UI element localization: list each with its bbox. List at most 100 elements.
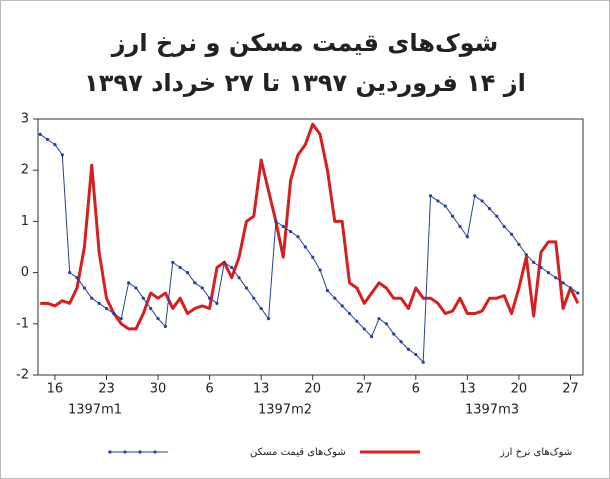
y-tick-label: 2: [21, 163, 29, 178]
point-marker: [178, 265, 182, 270]
point-marker: [561, 281, 565, 285]
y-tick-label: -2: [16, 368, 29, 383]
point-marker: [281, 224, 285, 229]
point-marker: [193, 281, 197, 285]
point-marker: [451, 214, 455, 218]
point-marker: [325, 288, 330, 293]
point-marker: [163, 324, 168, 328]
point-marker: [185, 271, 190, 275]
month-label: 1397m2: [258, 403, 312, 418]
series-line: [40, 122, 580, 331]
point-marker: [347, 311, 352, 316]
point-marker: [473, 194, 477, 198]
point-marker: [53, 143, 57, 147]
point-marker: [266, 317, 271, 321]
month-label: 1397m3: [465, 403, 519, 418]
chart-title: شوک‌های قیمت مسکن و نرخ ارز: [111, 29, 499, 57]
point-marker: [215, 301, 219, 305]
x-tick-label: 13: [253, 382, 270, 397]
point-marker: [171, 260, 175, 264]
plot-area: [37, 118, 584, 376]
point-marker: [421, 360, 425, 364]
point-marker: [126, 281, 131, 285]
point-marker: [60, 153, 64, 157]
point-marker: [554, 276, 558, 280]
point-marker: [480, 199, 484, 203]
point-marker: [252, 296, 256, 300]
point-marker: [208, 296, 212, 300]
x-tick-label: 16: [47, 382, 64, 397]
point-marker: [38, 132, 42, 136]
x-tick-label: 30: [150, 382, 167, 397]
legend-marker: [138, 450, 142, 454]
point-marker: [112, 311, 116, 316]
point-marker: [303, 245, 307, 249]
point-marker: [392, 332, 396, 336]
point-marker: [222, 260, 226, 264]
x-tick-label: 27: [356, 382, 373, 397]
point-marker: [134, 286, 138, 290]
point-marker: [436, 199, 440, 203]
x-tick-label: 6: [205, 382, 213, 397]
point-marker: [119, 317, 123, 321]
month-label: 1397m1: [68, 403, 122, 418]
point-marker: [237, 276, 241, 280]
point-marker: [274, 219, 278, 223]
point-marker: [495, 214, 499, 218]
y-tick-label: 0: [21, 265, 29, 280]
point-marker: [90, 296, 94, 300]
x-tick-label: 6: [412, 382, 420, 397]
point-marker: [45, 137, 50, 142]
point-marker: [97, 301, 101, 305]
y-tick-label: 1: [21, 214, 29, 229]
point-marker: [509, 232, 514, 236]
point-marker: [311, 255, 315, 259]
point-marker: [289, 230, 293, 234]
point-marker: [156, 317, 160, 321]
point-marker: [458, 224, 462, 229]
legend-label: شوک‌های نرخ ارز: [499, 447, 572, 458]
point-marker: [576, 291, 580, 295]
point-marker: [104, 306, 109, 311]
x-tick-label: 20: [511, 382, 528, 397]
point-marker: [465, 235, 469, 239]
point-marker: [230, 265, 234, 270]
point-marker: [487, 207, 492, 211]
x-tick-label: 13: [459, 382, 476, 397]
point-marker: [355, 319, 359, 323]
point-marker: [399, 340, 403, 344]
point-marker: [318, 268, 322, 272]
point-marker: [539, 265, 543, 270]
y-tick-label: 3: [21, 112, 29, 127]
y-tick-label: -1: [16, 316, 29, 331]
point-marker: [443, 204, 447, 208]
point-marker: [75, 276, 79, 280]
legend-label: شوک‌های قیمت مسکن: [250, 447, 346, 458]
point-marker: [524, 253, 528, 257]
point-marker: [149, 306, 153, 311]
point-marker: [296, 235, 300, 239]
point-marker: [200, 286, 204, 290]
point-marker: [384, 322, 388, 326]
point-marker: [259, 306, 263, 311]
legend-marker: [153, 450, 157, 454]
point-marker: [370, 335, 374, 339]
point-marker: [333, 296, 337, 300]
point-marker: [82, 286, 86, 290]
chart-subtitle: از ۱۴ فروردین ۱۳۹۷ تا ۲۷ خرداد ۱۳۹۷: [84, 69, 526, 97]
point-marker: [428, 194, 433, 198]
point-marker: [141, 296, 145, 300]
point-marker: [362, 327, 366, 331]
x-tick-label: 23: [98, 382, 115, 397]
point-marker: [546, 271, 550, 275]
point-marker: [406, 347, 411, 351]
legend-marker: [108, 450, 112, 454]
legend-marker: [123, 450, 127, 454]
point-marker: [517, 242, 521, 247]
point-marker: [414, 352, 418, 357]
point-marker: [68, 271, 72, 275]
x-tick-label: 20: [304, 382, 321, 397]
point-marker: [502, 224, 506, 229]
